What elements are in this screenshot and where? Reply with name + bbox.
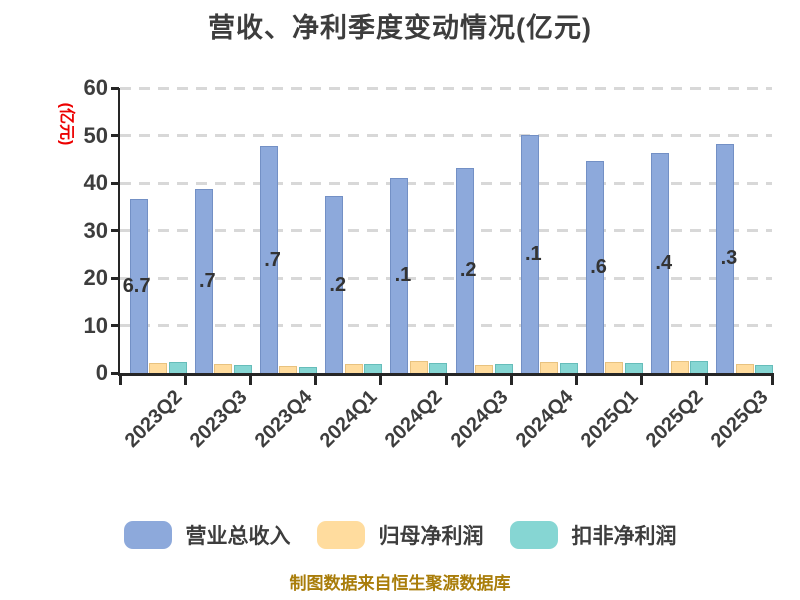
y-tick-label-60: 60 xyxy=(83,75,108,100)
bar-营业总收入-2024Q4 xyxy=(520,135,539,373)
bar-扣非净利润-2024Q1 xyxy=(364,364,383,373)
y-tick-label-40: 40 xyxy=(83,170,108,195)
bar-扣非净利润-2025Q1 xyxy=(624,363,643,373)
bar-扣非净利润-2023Q2 xyxy=(168,361,187,373)
y-tick-mark-10 xyxy=(111,324,119,327)
bar-归母净利润-2024Q1 xyxy=(344,363,363,373)
gridline-50 xyxy=(120,134,772,137)
y-tick-mark-0 xyxy=(111,371,119,375)
bar-营业总收入-2025Q2 xyxy=(651,152,670,373)
legend-label-net-profit: 归母净利润 xyxy=(378,525,484,548)
y-tick-label-30: 30 xyxy=(83,217,108,243)
bar-归母净利润-2025Q1 xyxy=(605,362,624,373)
legend-label-deducted-profit: 扣非净利润 xyxy=(571,525,677,548)
y-tick-mark-60 xyxy=(111,86,119,90)
y-tick-mark-30 xyxy=(111,229,119,232)
bar-营业总收入-2024Q3 xyxy=(455,167,474,373)
x-tick-mark xyxy=(118,373,122,385)
x-tick-mark xyxy=(379,373,383,385)
y-tick-mark-20 xyxy=(111,276,119,280)
bar-归母净利润-2024Q4 xyxy=(540,362,559,373)
bar-value-label: .1 xyxy=(394,264,412,287)
bar-营业总收入-2024Q1 xyxy=(325,196,344,373)
legend-item-revenue: 营业总收入 xyxy=(123,520,291,550)
bar-营业总收入-2023Q2 xyxy=(129,198,148,373)
net-profit-swatch-icon xyxy=(316,521,365,549)
bar-value-label: .1 xyxy=(525,243,542,266)
gridline-20 xyxy=(120,276,772,280)
x-tick-mark xyxy=(248,373,252,385)
bar-归母净利润-2023Q2 xyxy=(149,362,167,373)
bar-归母净利润-2024Q3 xyxy=(475,364,493,373)
plot-area: 0 10 20 30 40 50 60 6.7.7.7.2.1.2.1.6.4.3 2023Q2… xyxy=(84,76,774,452)
bar-value-label: .2 xyxy=(459,259,477,282)
bar-扣非净利润-2023Q4 xyxy=(298,367,317,373)
bar-归母净利润-2023Q4 xyxy=(279,365,298,373)
x-tick-mark xyxy=(444,373,448,385)
bar-营业总收入-2024Q2 xyxy=(390,177,409,373)
y-tick-label-50: 50 xyxy=(83,122,108,148)
gridline-40 xyxy=(120,181,772,185)
bar-扣非净利润-2024Q4 xyxy=(559,362,578,373)
bar-扣非净利润-2023Q3 xyxy=(233,364,252,373)
legend: 营业总收入 归母净利润 扣非净利润 xyxy=(0,518,800,552)
y-tick-mark-50 xyxy=(111,134,119,137)
x-tick-mark xyxy=(314,373,318,385)
gridline-30 xyxy=(120,229,772,232)
y-tick-label-20: 20 xyxy=(83,265,108,290)
bar-value-label: .4 xyxy=(655,251,673,274)
bar-value-label: .6 xyxy=(590,256,607,279)
x-tick-mark xyxy=(705,373,709,385)
x-tick-mark xyxy=(509,373,513,385)
x-tick-mark xyxy=(574,373,578,385)
bar-扣非净利润-2024Q2 xyxy=(429,362,448,373)
bar-营业总收入-2025Q1 xyxy=(585,161,604,373)
bar-value-label: .7 xyxy=(199,270,216,293)
x-tick-mark xyxy=(640,373,644,385)
chart-title: 营收、净利季度变动情况(亿元) xyxy=(208,13,592,43)
bar-营业总收入-2023Q3 xyxy=(194,189,213,373)
x-tick-mark xyxy=(770,373,774,385)
bar-归母净利润-2025Q3 xyxy=(735,363,754,373)
gridline-60 xyxy=(120,86,772,90)
bar-扣非净利润-2025Q3 xyxy=(755,364,774,373)
bar-value-label: 6.7 xyxy=(122,274,151,297)
y-tick-mark-40 xyxy=(111,181,119,185)
bar-营业总收入-2025Q3 xyxy=(716,143,735,373)
bar-value-label: .3 xyxy=(720,247,738,270)
bar-归母净利润-2023Q3 xyxy=(214,363,233,373)
revenue-swatch-icon xyxy=(123,521,172,549)
x-tick-mark xyxy=(183,373,187,385)
legend-item-deducted-profit: 扣非净利润 xyxy=(509,520,677,550)
deducted-profit-swatch-icon xyxy=(509,521,558,549)
data-source-note: 制图数据来自恒生聚源数据库 xyxy=(289,574,511,593)
legend-label-revenue: 营业总收入 xyxy=(185,525,291,548)
legend-item-net-profit: 归母净利润 xyxy=(316,520,484,550)
bar-扣非净利润-2024Q3 xyxy=(494,363,513,373)
bar-value-label: .2 xyxy=(329,273,347,296)
bar-扣非净利润-2025Q2 xyxy=(690,360,709,373)
y-tick-label-10: 10 xyxy=(83,312,108,338)
bar-营业总收入-2023Q4 xyxy=(259,146,278,373)
bar-归母净利润-2025Q2 xyxy=(670,360,689,373)
y-tick-label-0: 0 xyxy=(95,360,108,385)
bar-value-label: .7 xyxy=(264,248,281,271)
gridline-10 xyxy=(120,324,772,327)
bar-归母净利润-2024Q2 xyxy=(409,360,428,373)
